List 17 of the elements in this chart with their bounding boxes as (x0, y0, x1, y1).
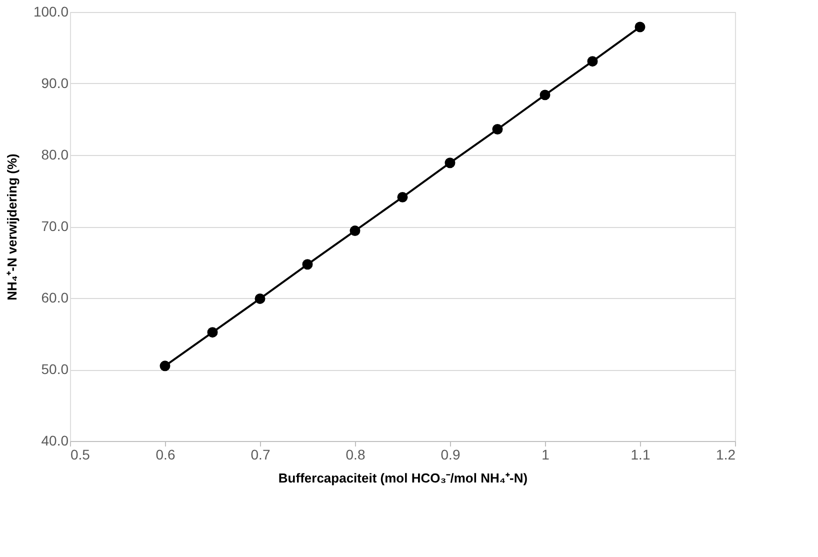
x-tick-label: 0.5 (70, 446, 90, 462)
y-tick-label: 70.0 (41, 218, 69, 234)
y-tick-label: 90.0 (41, 75, 69, 91)
x-tick-label: 0.7 (250, 446, 270, 462)
y-tick-label: 80.0 (41, 146, 69, 162)
y-axis-title: NH₄⁺-N verwijdering (%) (4, 154, 20, 300)
y-tick-label: 40.0 (41, 432, 69, 448)
x-tick-label: 0.9 (440, 446, 460, 462)
y-tick-label: 100.0 (33, 4, 69, 20)
x-tick-label: 1.1 (630, 446, 650, 462)
x-axis-title: Buffercapaciteit (mol HCO₃⁻/mol NH₄⁺-N) (278, 470, 528, 486)
x-tick-label: 0.6 (156, 446, 176, 462)
x-tick-label: 1 (542, 446, 550, 462)
x-tick-label: 1.2 (716, 446, 736, 462)
x-tick-label: 0.8 (346, 446, 366, 462)
y-tick-label: 50.0 (41, 361, 69, 377)
y-tick-label: 60.0 (41, 290, 69, 306)
